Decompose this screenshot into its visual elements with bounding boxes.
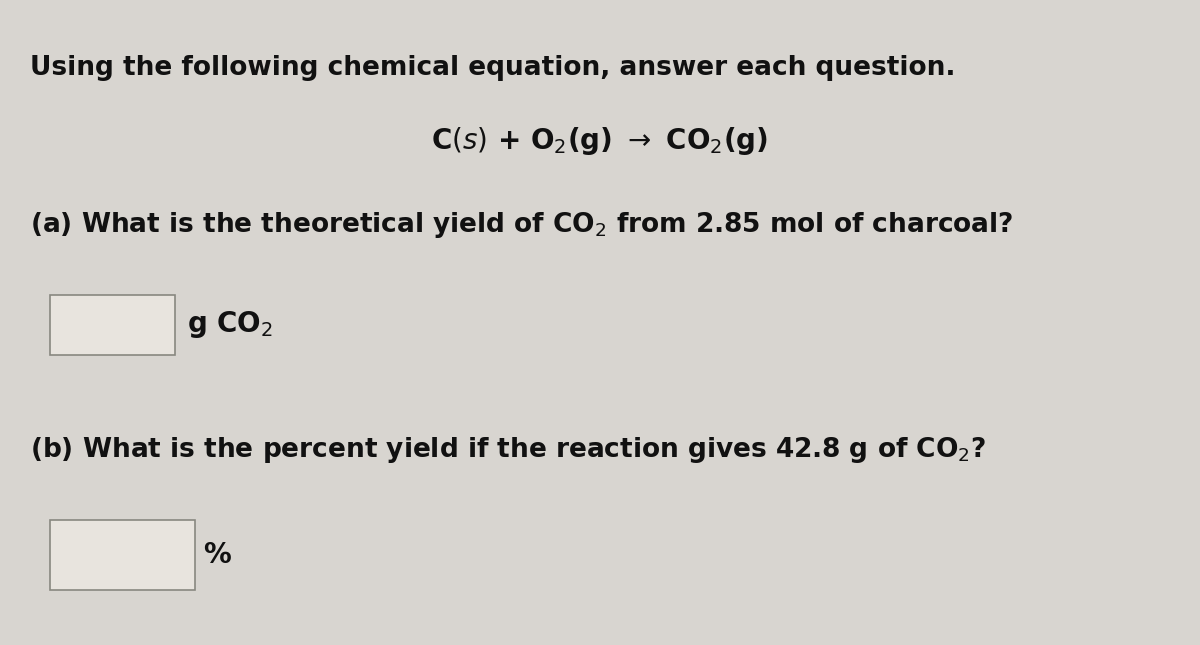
FancyBboxPatch shape xyxy=(50,520,194,590)
Text: g CO$_2$: g CO$_2$ xyxy=(187,310,274,341)
Text: Using the following chemical equation, answer each question.: Using the following chemical equation, a… xyxy=(30,55,955,81)
Text: (a) What is the theoretical yield of CO$_2$ from 2.85 mol of charcoal?: (a) What is the theoretical yield of CO$… xyxy=(30,210,1013,240)
Text: %: % xyxy=(203,541,230,569)
FancyBboxPatch shape xyxy=(50,295,175,355)
Text: C$(s)$ + O$_2$(g) $\rightarrow$ CO$_2$(g): C$(s)$ + O$_2$(g) $\rightarrow$ CO$_2$(g… xyxy=(432,125,768,157)
Text: (b) What is the percent yield if the reaction gives 42.8 g of CO$_2$?: (b) What is the percent yield if the rea… xyxy=(30,435,986,465)
